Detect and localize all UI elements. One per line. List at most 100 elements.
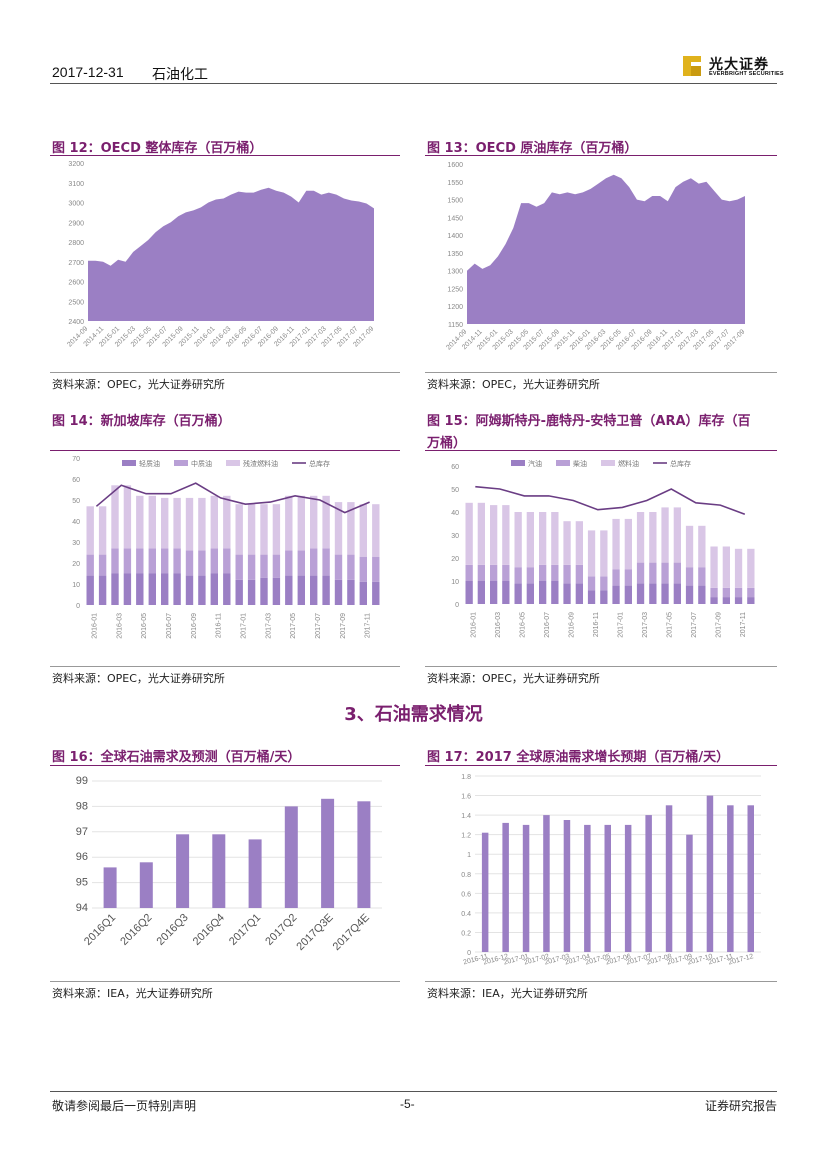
fig17-bar-2017-06 xyxy=(624,824,632,952)
fig17-ytick-label: 1.2 xyxy=(461,833,471,840)
fig14-bar-中质油 xyxy=(235,554,243,580)
fig15-bar-汽油 xyxy=(600,590,608,604)
fig14-xtick-label: 2017-03 xyxy=(265,613,272,639)
fig14-bar-中质油 xyxy=(111,548,119,574)
fig14-legend-label: 总库存 xyxy=(309,459,330,468)
fig13-ytick-label: 1350 xyxy=(447,251,463,258)
fig15-source-rule xyxy=(425,666,777,667)
fig14-bar-轻质油 xyxy=(247,579,256,605)
fig14-bar-残渣燃料油 xyxy=(136,495,144,549)
fig14-bar-轻质油 xyxy=(223,573,231,605)
fig14-bar-残渣燃料油 xyxy=(347,502,355,555)
fig14-bar-轻质油 xyxy=(260,577,268,605)
fig15-xtick-label: 2017-09 xyxy=(715,612,722,638)
fig15-bar-柴油 xyxy=(477,564,485,581)
fig16-source-rule xyxy=(50,981,400,982)
fig14-source: 资料来源：OPEC，光大证券研究所 xyxy=(52,672,225,685)
fig15-bar-汽油 xyxy=(710,597,718,604)
header-divider xyxy=(50,83,777,84)
fig15-bar-汽油 xyxy=(526,583,534,604)
fig15-bar-汽油 xyxy=(465,581,473,604)
fig15-legend-label: 汽油 xyxy=(528,459,542,468)
fig15-bar-柴油 xyxy=(734,587,743,598)
fig16-ytick-label: 96 xyxy=(76,851,88,863)
fig14-bar-残渣燃料油 xyxy=(372,504,380,557)
fig14-bar-轻质油 xyxy=(272,577,281,605)
fig15-bar-柴油 xyxy=(710,587,718,598)
fig15-bar-燃料油 xyxy=(649,512,657,563)
fig13-title-rule xyxy=(425,155,777,156)
fig14-bar-残渣燃料油 xyxy=(285,495,293,551)
fig14-bar-残渣燃料油 xyxy=(223,495,231,549)
fig15-chart: 60 50 40 30 20 10 0 2016-01 2016-03 2016-05 2016-0… xyxy=(451,459,755,638)
fig14-bar-轻质油 xyxy=(185,575,194,605)
fig14-ytick-label: 50 xyxy=(72,498,80,505)
fig15-bar-燃料油 xyxy=(734,548,743,588)
fig13-ytick-label: 1250 xyxy=(447,286,463,293)
fig14-bar-中质油 xyxy=(161,548,169,574)
fig14-bar-残渣燃料油 xyxy=(198,497,206,551)
fig14-line-total xyxy=(95,482,370,514)
fig15-ytick-label: 30 xyxy=(451,533,459,540)
fig13-ytick-label: 1500 xyxy=(447,198,463,205)
fig14-bar-中质油 xyxy=(123,548,132,574)
fig14-bar-中质油 xyxy=(247,554,256,580)
fig15-bar-柴油 xyxy=(747,587,755,598)
fig15-bar-燃料油 xyxy=(710,546,718,588)
fig14-bar-轻质油 xyxy=(359,581,367,605)
fig14-title: 图 14：新加坡库存（百万桶） xyxy=(52,414,231,429)
fig16-xtick-label: 2017Q3E xyxy=(294,912,335,953)
fig16-xtick-label: 2017Q1 xyxy=(227,912,263,948)
fig14-bar-轻质油 xyxy=(297,575,305,605)
fig15-bar-汽油 xyxy=(649,583,657,604)
fig15-bar-燃料油 xyxy=(747,548,755,588)
fig12-ytick-label: 3000 xyxy=(68,201,84,208)
fig15-bar-燃料油 xyxy=(526,512,534,568)
fig14-ytick-label: 10 xyxy=(72,582,80,589)
fig14-xtick-label: 2017-11 xyxy=(365,613,372,638)
fig14-bar-轻质油 xyxy=(322,575,330,605)
company-logo: 光大证券 EVERBRIGHT SECURITIES xyxy=(683,54,784,80)
fig14-xtick-label: 2016-07 xyxy=(166,613,173,639)
fig16-bar-2017Q3E xyxy=(321,798,335,908)
fig17-ytick-label: 0.6 xyxy=(461,891,471,898)
fig15-ytick-label: 40 xyxy=(451,510,459,517)
fig15-bar-柴油 xyxy=(612,569,620,586)
fig12-ytick-label: 2600 xyxy=(68,280,84,287)
fig15-bar-燃料油 xyxy=(636,512,645,563)
fig14-bar-残渣燃料油 xyxy=(359,504,367,557)
fig17-ytick-label: 0 xyxy=(467,950,471,957)
fig12-source-rule xyxy=(50,372,400,373)
fig15-bar-燃料油 xyxy=(465,502,473,565)
fig15-xtick-label: 2016-11 xyxy=(593,612,600,637)
fig14-bar-轻质油 xyxy=(123,573,132,605)
fig15-bar-柴油 xyxy=(465,564,473,581)
fig14-ytick-label: 60 xyxy=(72,477,80,484)
fig16-bar-2016Q3 xyxy=(176,834,190,908)
fig15-bar-柴油 xyxy=(514,567,522,584)
fig13-ytick-label: 1400 xyxy=(447,233,463,240)
page-number: -5- xyxy=(400,1097,415,1111)
fig15-bar-柴油 xyxy=(490,564,498,581)
fig14-bar-轻质油 xyxy=(210,573,218,605)
fig12-ytick-label: 2900 xyxy=(68,220,84,227)
fig15-bar-汽油 xyxy=(685,585,694,604)
fig14-legend-swatch xyxy=(122,460,136,466)
fig17-bar-2017-08 xyxy=(665,805,673,952)
fig17-bar-2017-12 xyxy=(747,805,754,952)
fig13-ytick-label: 1450 xyxy=(447,215,463,222)
fig15-bar-燃料油 xyxy=(514,512,522,568)
fig15-line-total xyxy=(475,485,746,516)
fig14-bar-残渣燃料油 xyxy=(148,495,156,549)
fig15-legend-swatch xyxy=(601,460,615,466)
fig14-bar-中质油 xyxy=(136,548,144,574)
fig17-bar-2017-04 xyxy=(584,824,591,952)
fig14-xtick-label: 2016-09 xyxy=(191,613,198,639)
fig14-chart: 70 60 50 40 30 20 10 0 2016-01 2016-03 2016-05 2016… xyxy=(72,456,380,639)
fig15-bar-汽油 xyxy=(661,583,669,604)
report-industry: 石油化工 xyxy=(152,66,208,82)
fig12-ytick-label: 2800 xyxy=(68,240,84,247)
fig15-bar-燃料油 xyxy=(502,505,510,565)
fig13-title: 图 13：OECD 原油库存（百万桶） xyxy=(427,141,638,156)
fig14-source-rule xyxy=(50,666,400,667)
